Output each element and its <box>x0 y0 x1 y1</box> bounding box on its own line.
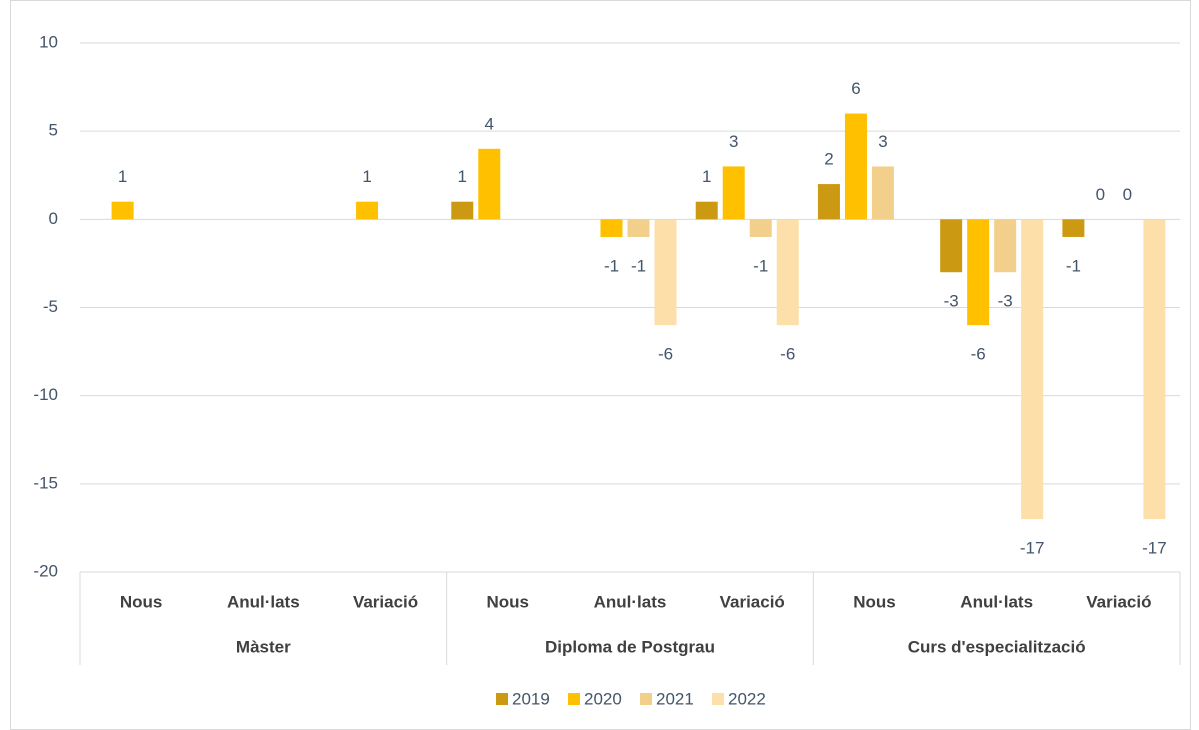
legend-label: 2020 <box>584 689 622 708</box>
bar <box>451 201 474 220</box>
bar <box>817 184 840 220</box>
data-label: 4 <box>485 114 494 133</box>
data-label: 3 <box>729 132 738 151</box>
y-tick-label: -15 <box>33 473 58 492</box>
legend-label: 2022 <box>728 689 766 708</box>
x-tick-label: Variació <box>720 592 785 611</box>
data-label: 1 <box>118 167 127 186</box>
data-label: -6 <box>658 345 673 364</box>
y-tick-label: -10 <box>33 385 58 404</box>
data-label: 1 <box>458 167 467 186</box>
data-label: -1 <box>631 256 646 275</box>
bar <box>111 201 134 220</box>
data-label: -6 <box>780 345 795 364</box>
bar <box>871 166 894 220</box>
bar <box>722 166 745 220</box>
group-label: Curs d'especialització <box>908 637 1086 656</box>
data-label: 0 <box>1123 185 1132 204</box>
bar <box>654 219 677 326</box>
data-label: -3 <box>944 292 959 311</box>
data-label: -3 <box>998 292 1013 311</box>
legend-label: 2021 <box>656 689 694 708</box>
y-tick-label: 5 <box>49 121 58 140</box>
bar <box>844 113 867 220</box>
data-label: 0 <box>1096 185 1105 204</box>
x-tick-label: Anul·lats <box>960 592 1033 611</box>
x-tick-label: Nous <box>487 592 530 611</box>
legend-swatch <box>568 693 580 705</box>
data-label: -1 <box>1066 256 1081 275</box>
x-tick-label: Nous <box>853 592 896 611</box>
bar <box>1021 219 1044 520</box>
legend-swatch <box>496 693 508 705</box>
y-tick-label: 10 <box>39 32 58 51</box>
bar <box>1143 219 1166 520</box>
x-tick-label: Anul·lats <box>594 592 667 611</box>
y-tick-label: -5 <box>43 297 58 316</box>
group-label: Màster <box>236 637 291 656</box>
bar <box>967 219 990 326</box>
data-label: -17 <box>1020 539 1045 558</box>
data-label: 1 <box>702 167 711 186</box>
bar <box>600 219 623 237</box>
bar <box>356 201 379 220</box>
bar <box>1062 219 1085 237</box>
data-label: -1 <box>604 256 619 275</box>
x-tick-label: Variació <box>353 592 418 611</box>
group-label: Diploma de Postgrau <box>545 637 715 656</box>
y-tick-label: 0 <box>49 209 58 228</box>
bar <box>627 219 650 237</box>
legend-label: 2019 <box>512 689 550 708</box>
x-tick-label: Variació <box>1086 592 1151 611</box>
y-tick-label: -20 <box>33 561 58 580</box>
bar <box>994 219 1017 273</box>
data-label: 1 <box>362 167 371 186</box>
legend-swatch <box>712 693 724 705</box>
x-tick-label: Nous <box>120 592 163 611</box>
data-label: 2 <box>824 150 833 169</box>
bar <box>749 219 772 237</box>
x-tick-label: Anul·lats <box>227 592 300 611</box>
bar <box>478 148 501 220</box>
bar <box>695 201 718 220</box>
data-label: -1 <box>753 256 768 275</box>
bar <box>776 219 799 326</box>
chart-border <box>10 0 1191 730</box>
data-label: -6 <box>971 345 986 364</box>
bar <box>940 219 963 273</box>
data-label: 3 <box>878 132 887 151</box>
legend-swatch <box>640 693 652 705</box>
data-label: -17 <box>1142 539 1167 558</box>
data-label: 6 <box>851 79 860 98</box>
